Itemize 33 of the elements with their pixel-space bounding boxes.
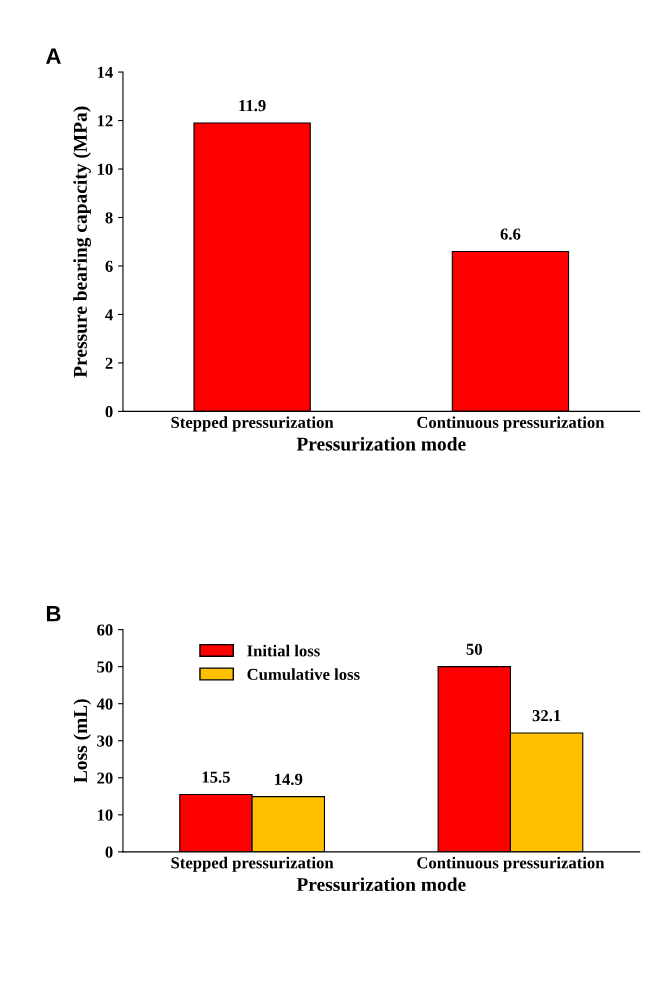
y-tick-label: 40 xyxy=(96,698,113,710)
y-tick-label: 12 xyxy=(97,115,113,127)
y-tick-label: 0 xyxy=(105,846,113,858)
y-tick-label: 14 xyxy=(97,66,113,78)
data-label: 14.9 xyxy=(275,773,303,786)
y-axis-title: Pressure bearing capacity (MPa) xyxy=(73,106,92,378)
x-tick-label: Stepped pressurization xyxy=(171,416,334,432)
data-label: 11.9 xyxy=(239,100,266,112)
y-tick-label: 4 xyxy=(105,309,113,321)
legend-label: Initial loss xyxy=(247,644,320,657)
chart-title: A xyxy=(46,48,61,64)
x-tick-label: Continuous pressurization xyxy=(417,416,605,432)
y-tick-label: 8 xyxy=(105,212,113,224)
y-tick-label: 6 xyxy=(105,260,113,272)
x-axis-title: Pressurization mode xyxy=(296,877,466,892)
y-axis-title: Loss (mL) xyxy=(73,699,92,783)
y-tick-label: 10 xyxy=(97,163,113,175)
y-tick-label: 0 xyxy=(105,406,113,418)
y-tick-label: 2 xyxy=(105,357,113,369)
y-tick-label: 20 xyxy=(97,772,113,784)
x-axis-title: Pressurization mode xyxy=(296,436,466,451)
y-tick-label: 30 xyxy=(97,735,113,747)
chart-title: B xyxy=(46,606,61,622)
x-tick-label: Stepped pressurization xyxy=(171,856,334,872)
x-tick-label: Continuous pressurization xyxy=(417,856,605,872)
y-tick-label: 50 xyxy=(97,661,113,673)
data-label: 15.5 xyxy=(202,771,230,783)
data-label: 32.1 xyxy=(532,710,561,722)
y-tick-label: 10 xyxy=(97,809,113,821)
y-tick-label: 60 xyxy=(97,624,113,636)
legend-label: Cumulative loss xyxy=(247,668,360,681)
data-label: 6.6 xyxy=(500,228,521,240)
data-label: 50 xyxy=(466,643,482,655)
